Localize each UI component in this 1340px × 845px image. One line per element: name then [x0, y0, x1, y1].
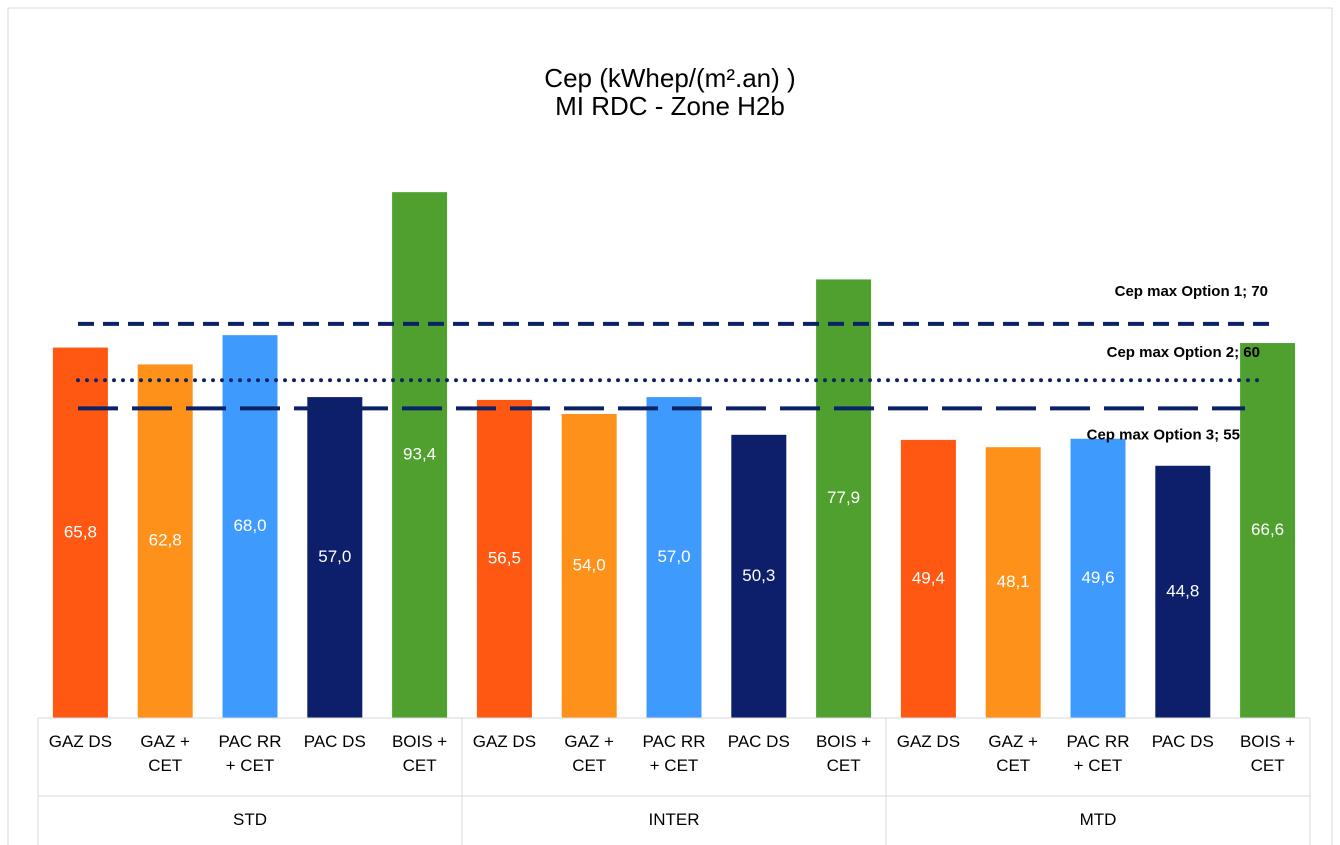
value-label: 77,9	[827, 488, 860, 507]
x-tick-label: GAZ DS	[896, 732, 961, 751]
reference-label: Cep max Option 1; 70	[1115, 283, 1268, 300]
group-label: STD	[233, 810, 267, 829]
value-label: 48,1	[997, 572, 1030, 591]
group-label: MTD	[1079, 810, 1117, 829]
bar	[816, 279, 872, 718]
value-label: 49,6	[1081, 568, 1114, 587]
value-label: 50,3	[742, 566, 775, 585]
x-tick-label: BOIS + CET	[815, 732, 872, 775]
value-label: 93,4	[403, 445, 436, 464]
reference-label: Cep max Option 3; 55	[1087, 426, 1240, 443]
bar	[561, 413, 617, 718]
x-tick-label: BOIS + CET	[1239, 732, 1296, 775]
bar	[1240, 343, 1296, 718]
bar	[392, 192, 448, 718]
value-label: 57,0	[657, 547, 690, 566]
x-tick-label: PAC DS	[1151, 732, 1214, 751]
bar	[985, 447, 1041, 718]
x-tick-label: GAZ + CET	[988, 732, 1038, 775]
bar	[900, 439, 956, 718]
bar	[137, 364, 193, 718]
value-label: 62,8	[149, 531, 182, 550]
x-tick-label: PAC RR + CET	[642, 732, 706, 775]
x-tick-label: BOIS + CET	[391, 732, 448, 775]
value-label: 56,5	[488, 548, 521, 567]
x-tick-label: PAC RR + CET	[1066, 732, 1130, 775]
x-tick-label: PAC DS	[727, 732, 790, 751]
x-tick-label: GAZ + CET	[564, 732, 614, 775]
bar	[222, 335, 278, 718]
x-tick-label: GAZ DS	[48, 732, 113, 751]
x-tick-label: PAC RR + CET	[218, 732, 282, 775]
x-tick-label: GAZ DS	[472, 732, 537, 751]
x-tick-label: GAZ + CET	[140, 732, 190, 775]
value-label: 44,8	[1166, 581, 1199, 600]
chart-subtitle: MI RDC - Zone H2b	[555, 91, 785, 121]
bar	[731, 434, 787, 718]
reference-label: Cep max Option 2; 60	[1107, 344, 1260, 361]
value-label: 65,8	[64, 522, 97, 541]
bar	[307, 397, 363, 718]
bar	[1070, 438, 1126, 718]
bar	[646, 397, 702, 718]
chart-title: Cep (kWhep/(m².an) )	[544, 63, 795, 93]
value-label: 66,6	[1251, 520, 1284, 539]
bar	[476, 399, 532, 718]
value-label: 49,4	[912, 568, 945, 587]
value-label: 57,0	[318, 547, 351, 566]
x-tick-label: PAC DS	[303, 732, 366, 751]
group-label: INTER	[648, 810, 700, 829]
bar	[1155, 465, 1211, 718]
value-label: 68,0	[233, 516, 266, 535]
value-label: 54,0	[573, 555, 606, 574]
chart-frame	[7, 7, 1333, 845]
